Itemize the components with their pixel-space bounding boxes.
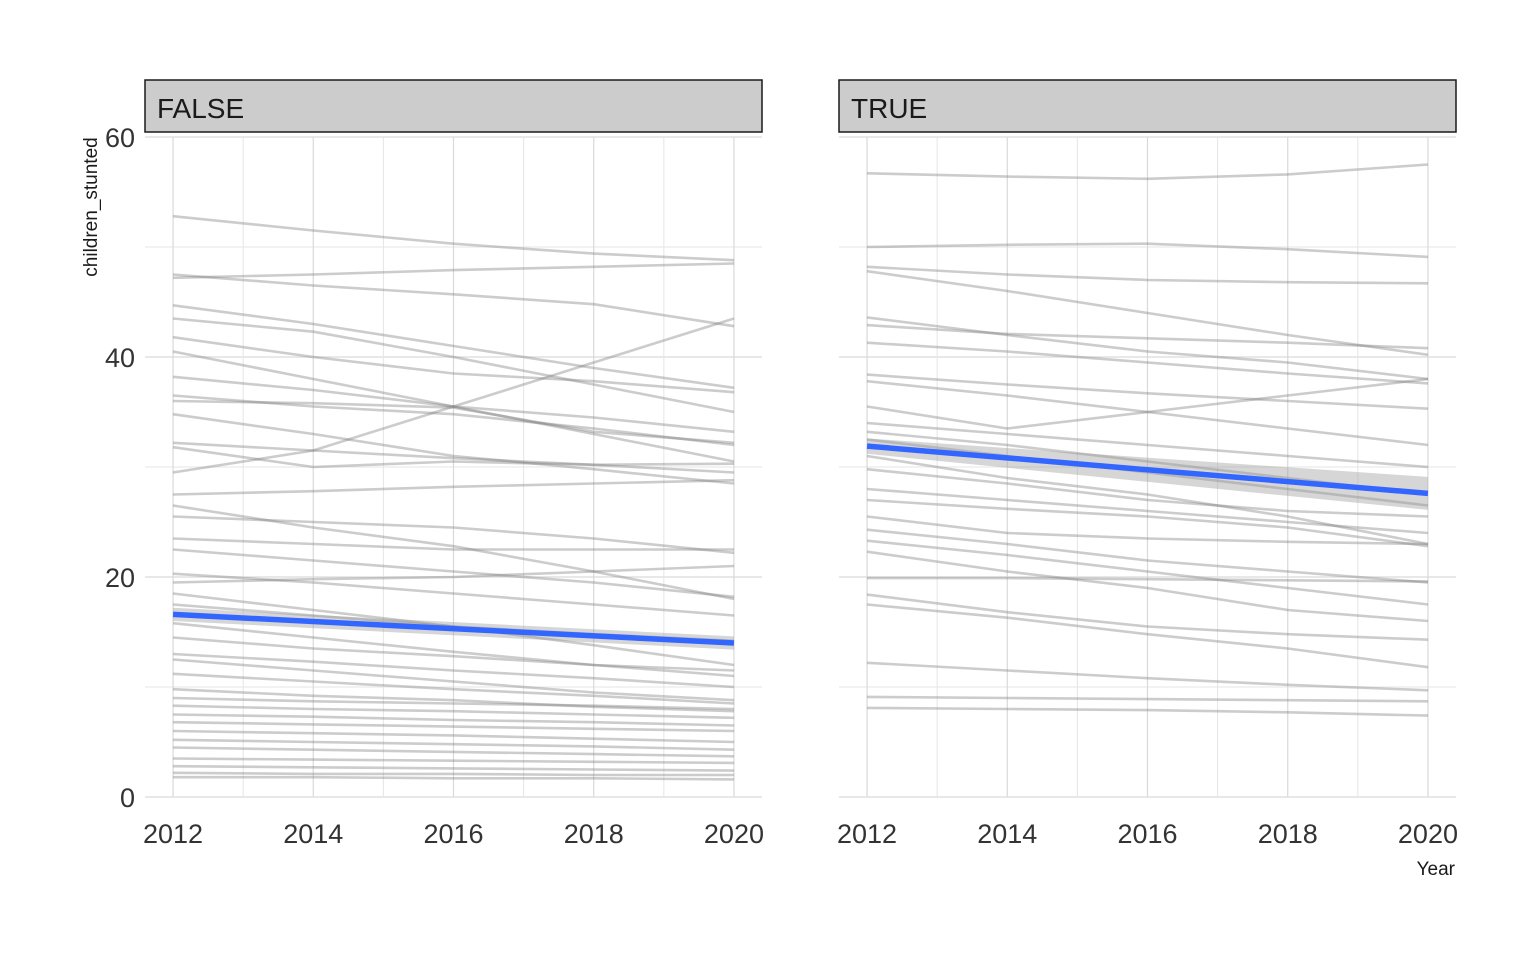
- series-line-6: [866, 341, 1429, 385]
- series-line-23: [866, 603, 1429, 669]
- x-tick-label: 2014: [977, 819, 1037, 849]
- facet-strip: [144, 79, 763, 133]
- series-line-24: [172, 636, 735, 672]
- series-line-5: [866, 323, 1429, 350]
- series-line-28: [172, 687, 735, 713]
- series-line-1: [866, 242, 1429, 259]
- series-line-17: [866, 515, 1429, 546]
- x-tick-label: 2018: [1258, 819, 1318, 849]
- series-line-16: [866, 498, 1429, 548]
- series-line-33: [172, 729, 735, 744]
- series-line-8: [172, 394, 735, 447]
- series-line-15: [172, 504, 735, 601]
- series-line-18: [172, 548, 735, 599]
- series-line-38: [172, 771, 734, 777]
- gridlines: [145, 136, 762, 798]
- series-line-0: [172, 214, 735, 262]
- x-tick-label: 2016: [1117, 819, 1177, 849]
- series-line-4: [866, 316, 1429, 381]
- series-line-10: [172, 412, 735, 485]
- series-line-14: [866, 467, 1429, 518]
- series-line-12: [172, 445, 735, 469]
- series-line-25: [172, 652, 735, 689]
- y-tick-label: 60: [105, 123, 135, 153]
- x-tick-label: 2012: [143, 819, 203, 849]
- series-line-2: [866, 265, 1429, 285]
- y-tick-label: 0: [120, 783, 135, 813]
- series-line-18: [866, 528, 1429, 584]
- series-line-1: [172, 262, 735, 280]
- series-line-31: [172, 713, 735, 727]
- series-line-21: [867, 576, 1429, 583]
- series-line-19: [172, 572, 735, 617]
- series-line-37: [172, 764, 735, 772]
- series-line-14: [172, 478, 735, 496]
- series-line-10: [866, 421, 1429, 469]
- series-line-26: [866, 706, 1429, 717]
- series-line-3: [172, 304, 735, 390]
- series-line-20: [172, 564, 735, 584]
- series-line-0: [866, 163, 1429, 181]
- series-line-2: [172, 273, 735, 328]
- trend-line: [172, 611, 735, 646]
- y-tick-label: 20: [105, 563, 135, 593]
- series-lines: [172, 214, 735, 781]
- series-line-13: [172, 317, 735, 474]
- series-line-7: [172, 375, 735, 434]
- series-line-3: [866, 269, 1429, 357]
- facet-strip-label: FALSE: [157, 93, 244, 124]
- series-line-9: [866, 377, 1429, 430]
- series-line-19: [866, 539, 1429, 606]
- panel-false: FALSE 2012 2014 2016 2018 2020 0 20 40 60: [105, 79, 764, 849]
- series-line-29: [172, 696, 735, 711]
- series-line-39: [173, 775, 735, 781]
- series-line-20: [866, 550, 1429, 623]
- series-line-13: [866, 454, 1429, 546]
- series-line-24: [866, 661, 1429, 692]
- series-line-15: [866, 487, 1429, 535]
- x-tick-label: 2020: [1398, 819, 1458, 849]
- y-tick-label: 40: [105, 343, 135, 373]
- series-line-25: [866, 695, 1429, 703]
- series-line-16: [172, 515, 735, 555]
- trend-line: [866, 443, 1429, 497]
- facet-strip-label: TRUE: [851, 93, 927, 124]
- x-tick-label: 2016: [423, 819, 483, 849]
- series-line-6: [172, 350, 735, 463]
- facet-strip: [838, 79, 1457, 133]
- series-line-27: [172, 672, 735, 705]
- x-tick-label: 2018: [564, 819, 624, 849]
- series-line-9: [172, 399, 735, 445]
- series-lines: [866, 163, 1429, 717]
- series-line-22: [866, 593, 1429, 641]
- x-tick-label: 2020: [704, 819, 764, 849]
- series-line-34: [172, 738, 735, 751]
- series-line-26: [172, 658, 735, 702]
- series-line-11: [172, 441, 735, 474]
- series-line-8: [866, 379, 1429, 447]
- x-axis-title: Year: [1417, 859, 1456, 880]
- series-line-35: [172, 746, 735, 758]
- panel-true: TRUE 2012 2014 2016 2018 2020: [837, 79, 1458, 849]
- series-line-5: [172, 335, 735, 394]
- series-line-17: [172, 537, 734, 551]
- gridlines: [839, 136, 1456, 798]
- x-tick-label: 2014: [283, 819, 343, 849]
- y-axis-title: children_stunted: [81, 137, 102, 276]
- x-tick-label: 2012: [837, 819, 897, 849]
- series-line-23: [172, 621, 735, 678]
- series-line-7: [866, 373, 1429, 410]
- series-line-36: [172, 757, 735, 765]
- series-line-32: [172, 720, 735, 733]
- series-line-4: [172, 317, 735, 414]
- series-line-30: [172, 704, 735, 720]
